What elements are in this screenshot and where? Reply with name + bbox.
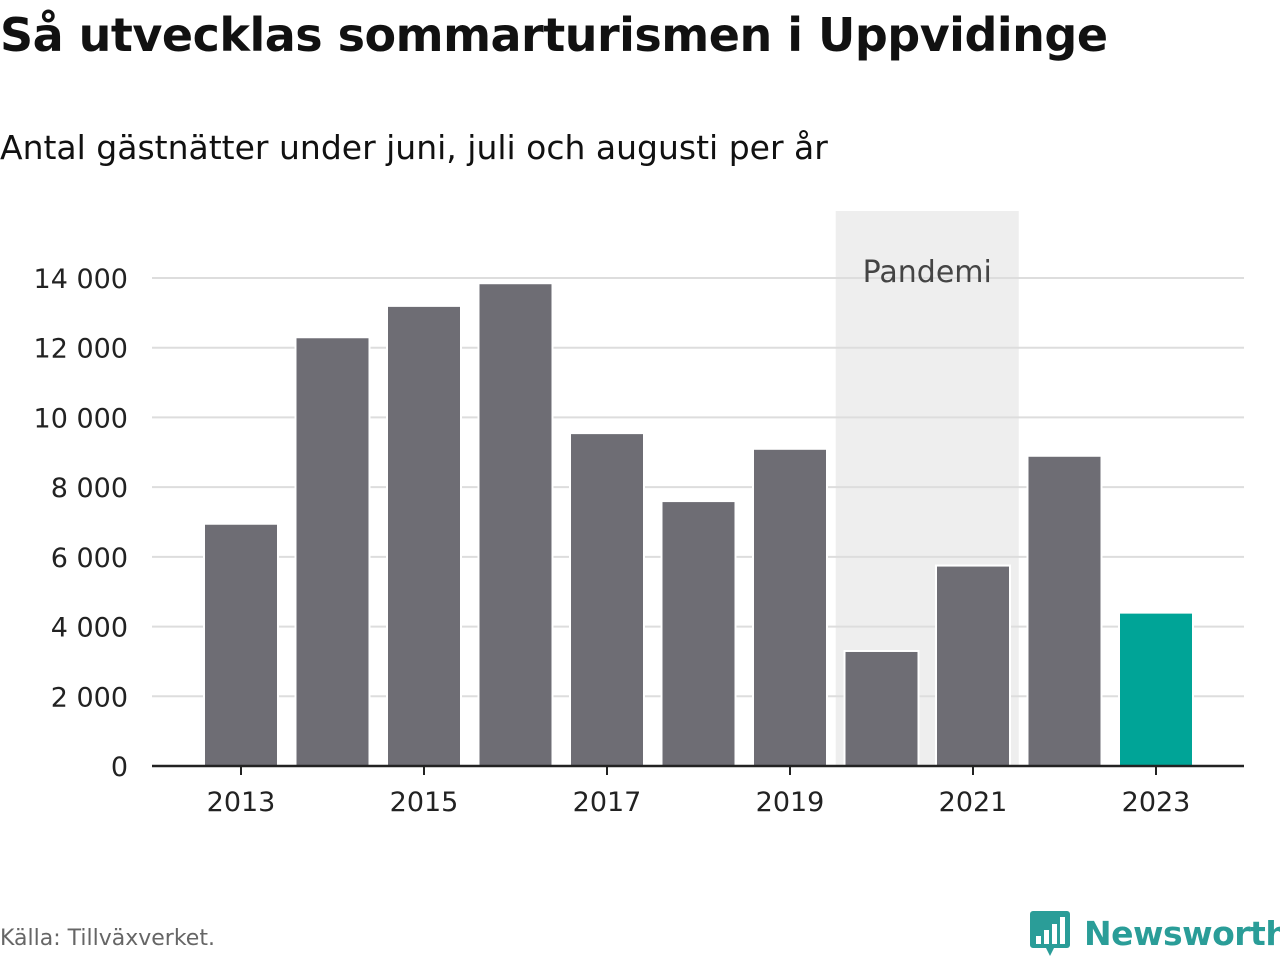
bar: [477, 282, 554, 767]
bar-highlight: [1118, 611, 1194, 768]
brand-logo-lockup[interactable]: Newsworthy: [1030, 908, 1280, 958]
x-tick-label: 2021: [939, 787, 1008, 818]
x-tick-label: 2017: [573, 787, 642, 818]
y-tick-label: 0: [111, 752, 128, 783]
bars: [203, 282, 1194, 768]
chart-subtitle: Antal gästnätter under juni, juli och au…: [0, 128, 828, 167]
bar: [386, 304, 462, 767]
y-tick-label: 10 000: [34, 403, 128, 434]
x-tick-label: 2023: [1122, 787, 1191, 818]
bar: [843, 649, 920, 768]
y-axis-labels: 0 2 000 4 000 6 000 8 000 10 000 12 000 14 000: [34, 264, 128, 783]
bar: [569, 432, 645, 767]
y-tick-label: 8 000: [51, 473, 128, 504]
y-tick-label: 6 000: [51, 543, 128, 574]
annotation-label: Pandemi: [863, 255, 992, 290]
bar-chart-speech-bubble-icon: [1030, 911, 1070, 956]
x-tick-label: 2019: [756, 787, 825, 818]
x-tick-label: 2015: [390, 787, 459, 818]
bar: [660, 500, 737, 767]
bar: [1026, 454, 1103, 767]
brand-name: Newsworthy: [1084, 913, 1280, 953]
y-tick-label: 2 000: [51, 682, 128, 713]
bar: [935, 564, 1011, 767]
y-tick-label: 12 000: [34, 334, 128, 365]
y-tick-label: 14 000: [34, 264, 128, 295]
bar: [752, 447, 828, 767]
x-axis: 2013 2015 2017 2019 2021 2023: [152, 764, 1244, 818]
bar: [203, 522, 279, 767]
source-note: Källa: Tillväxverket.: [0, 926, 215, 951]
bar: [294, 336, 371, 767]
x-tick-label: 2013: [207, 787, 276, 818]
y-tick-label: 4 000: [51, 613, 128, 644]
annotations: Pandemi: [863, 255, 992, 290]
chart-title: Så utvecklas sommarturismen i Uppvidinge: [0, 8, 1108, 62]
